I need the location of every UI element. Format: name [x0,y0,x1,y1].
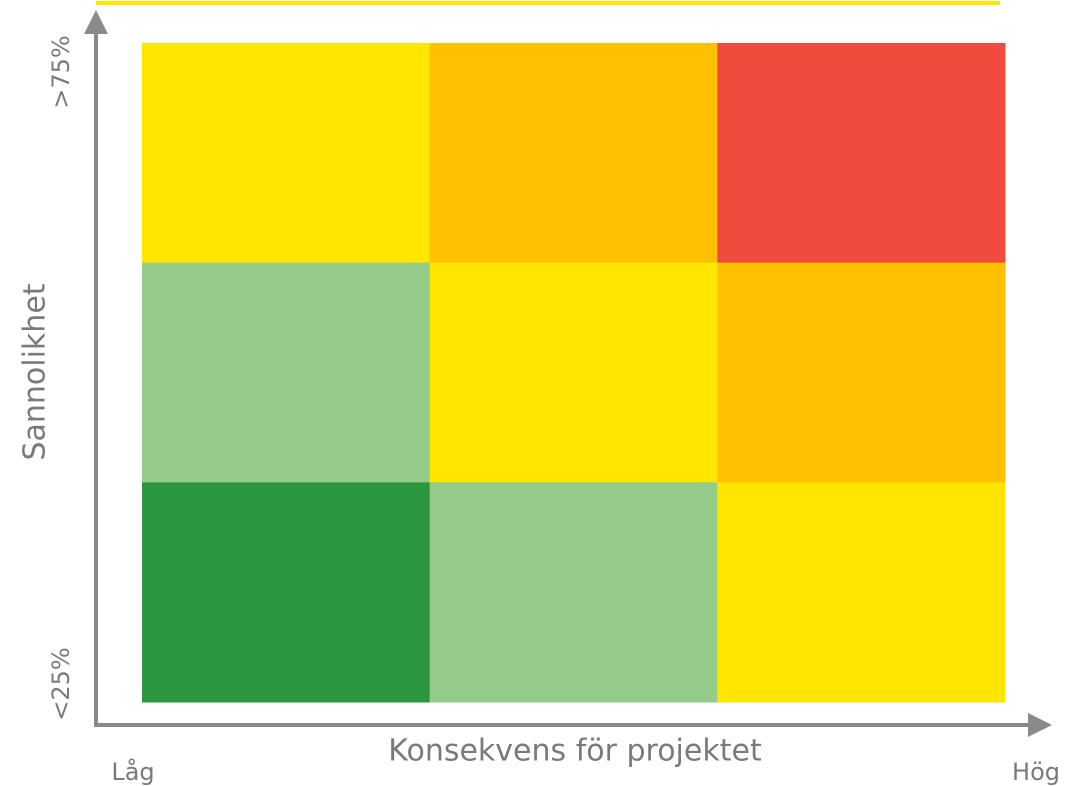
y-bottom-label: <25% [47,647,75,720]
cell [142,482,431,703]
cells [142,43,1006,703]
cell [717,482,1006,703]
y-axis-label: Sannolikhet [18,283,53,460]
top-rule [96,1,1000,5]
y-top-label: >75% [47,35,75,108]
y-axis-arrow [84,10,108,34]
x-right-label: Hög [1012,758,1060,786]
x-axis-label: Konsekvens för projektet [388,734,762,769]
x-left-label: Låg [111,757,154,786]
cell [429,262,718,483]
cell [142,43,431,264]
cell [429,43,718,264]
cell [717,43,1006,264]
x-axis-arrow [1028,713,1052,737]
cell [142,262,431,483]
cell [717,262,1006,483]
cell [429,482,718,703]
